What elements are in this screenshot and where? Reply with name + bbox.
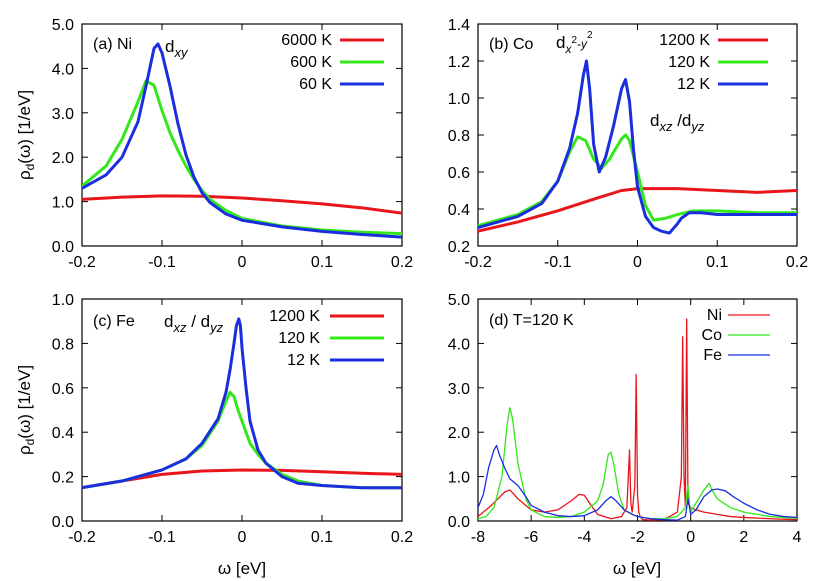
series-line-12-k (82, 317, 402, 490)
x-tick-label: 4 (793, 529, 802, 546)
y-tick-label: 2.0 (52, 150, 74, 167)
y-tick-label: 1.0 (448, 91, 470, 108)
y-tick-label: 1.0 (52, 292, 74, 309)
legend-label: 600 K (290, 54, 332, 71)
x-tick-label: -0.1 (544, 254, 572, 271)
y-tick-label: 1.2 (448, 54, 470, 71)
plot-frame (81, 23, 403, 247)
legend-label: 12 K (287, 352, 320, 369)
legend-label: 12 K (677, 76, 710, 93)
x-tick-label: 0.1 (706, 254, 728, 271)
y-axis-label-bottom: ρd(ω) [1/eV] (15, 365, 37, 455)
x-tick-label: 2 (739, 529, 748, 546)
legend-label: 6000 K (281, 32, 332, 49)
y-tick-label: 0.0 (448, 514, 470, 531)
y-tick-label: 3.0 (448, 381, 470, 398)
y-tick-label: 3.0 (52, 106, 74, 123)
y-tick-label: 5.0 (448, 292, 470, 309)
legend-label: 60 K (299, 76, 332, 93)
x-tick-label: -0.1 (148, 254, 176, 271)
x-tick-label: -0.2 (68, 529, 96, 546)
x-tick-label: 0.1 (311, 254, 333, 271)
series-line-fe (478, 444, 797, 521)
x-tick-label: -0.2 (464, 254, 492, 271)
legend-label: Ni (707, 307, 722, 324)
legend-label: 120 K (668, 54, 710, 71)
x-tick-label: 0.2 (391, 254, 413, 271)
orbital-annotation: dx2-y2 (556, 30, 593, 56)
panel-2: -0.2 -0.1 0 0.1 0.2 0.2 0.4 0.6 0.8 1.0 1.2 1.4 1200… (448, 17, 808, 271)
panel-4: -8 -6 -4 -2 0 2 4 0.0 1.0 2.0 3.0 4.0 5.0 Ni Co Fe (d) T… (448, 292, 802, 546)
y-tick-label: 0.2 (52, 470, 74, 487)
x-tick-label: -0.2 (68, 254, 96, 271)
y-tick-label: 0.4 (448, 202, 470, 219)
y-tick-label: 1.4 (448, 17, 470, 34)
x-tick-label: 0 (238, 254, 247, 271)
y-tick-label: 0.6 (448, 165, 470, 182)
x-tick-label: 0 (633, 254, 642, 271)
x-axis-label-right: ω [eV] (613, 559, 661, 578)
y-tick-label: 5.0 (52, 17, 74, 34)
x-tick-label: 0.2 (391, 529, 413, 546)
series-line-600-k (82, 79, 402, 236)
panel-label: (d) T=120 K (489, 312, 574, 329)
x-tick-label: -2 (630, 529, 644, 546)
legend-label: 1200 K (659, 32, 710, 49)
panel-label: (a) Ni (93, 36, 132, 53)
series-line-12-k (478, 59, 797, 235)
y-tick-label: 2.0 (448, 425, 470, 442)
x-tick-label: 0.1 (311, 529, 333, 546)
legend-label: 1200 K (269, 308, 320, 325)
x-tick-label: -4 (577, 529, 591, 546)
series-line-ni (478, 318, 797, 521)
x-tick-label: 0 (238, 529, 247, 546)
legend-label: Fe (703, 347, 722, 364)
orbital-annotation: dxz / dyz (164, 312, 224, 335)
y-tick-label: 0.0 (52, 239, 74, 256)
y-tick-label: 1.0 (52, 195, 74, 212)
y-tick-label: 0.2 (448, 239, 470, 256)
x-tick-label: -6 (524, 529, 538, 546)
x-axis-label-left: ω [eV] (218, 559, 266, 578)
y-tick-label: 0.8 (52, 336, 74, 353)
series-line-60-k (82, 42, 402, 239)
panel-1: -0.2 -0.1 0 0.1 0.2 0.0 1.0 2.0 3.0 4.0 5.0 6000 K 6… (52, 17, 413, 271)
y-tick-label: 0.0 (52, 514, 74, 531)
panel-3: -0.2 -0.1 0 0.1 0.2 0.0 0.2 0.4 0.6 0.8 1.0 1200 K 1… (52, 292, 413, 546)
legend-label: 120 K (278, 330, 320, 347)
panel-label: (b) Co (489, 36, 534, 53)
legend-label: Co (702, 327, 723, 344)
orbital-annotation: dxz /dyz (650, 111, 705, 134)
x-tick-label: -8 (471, 529, 485, 546)
y-tick-label: 4.0 (52, 61, 74, 78)
panel-label: (c) Fe (93, 313, 135, 330)
x-tick-label: 0.2 (786, 254, 808, 271)
x-tick-label: -0.1 (148, 529, 176, 546)
y-tick-label: 1.0 (448, 470, 470, 487)
x-tick-label: 0 (686, 529, 695, 546)
series-line-6000-k (82, 194, 402, 215)
y-tick-label: 0.8 (448, 128, 470, 145)
y-tick-label: 0.4 (52, 425, 74, 442)
orbital-annotation: dxy (165, 37, 189, 60)
y-tick-label: 0.6 (52, 381, 74, 398)
series-line-1200-k (478, 187, 797, 233)
y-tick-label: 4.0 (448, 336, 470, 353)
y-axis-label-top: ρd(ω) [1/eV] (15, 90, 37, 180)
